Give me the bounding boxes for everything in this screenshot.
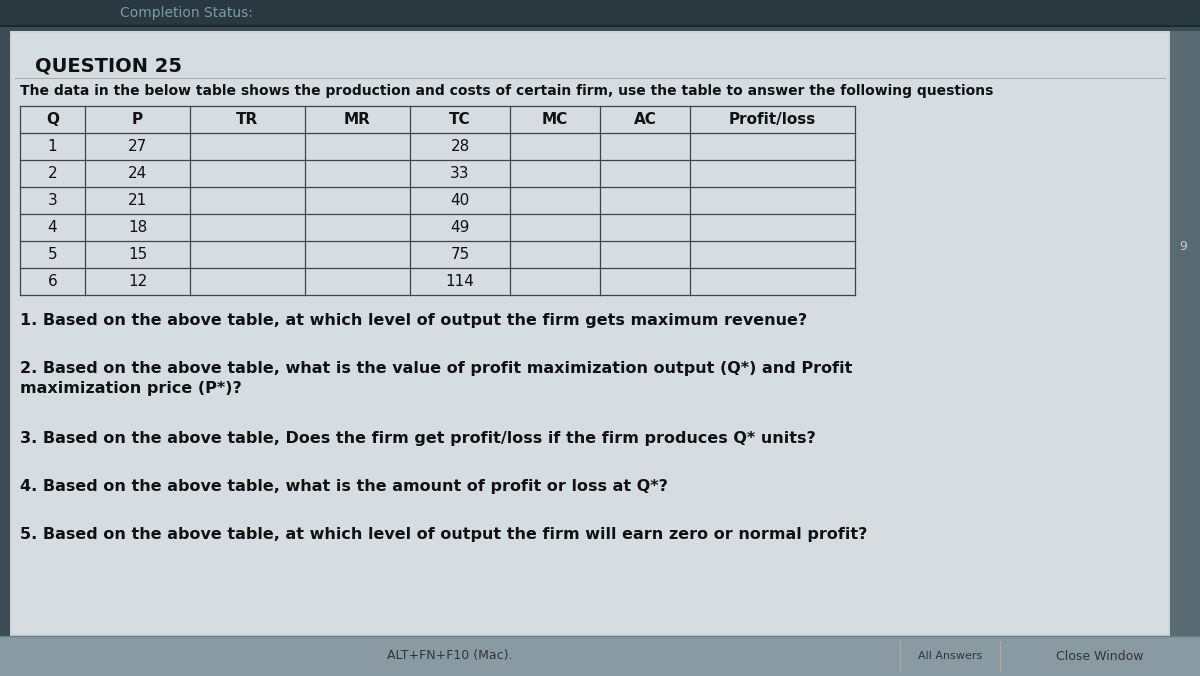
Text: MR: MR <box>344 112 371 127</box>
Text: 4: 4 <box>48 220 58 235</box>
Bar <box>0 636 1200 676</box>
Bar <box>12 33 1168 634</box>
Text: maximization price (P*)?: maximization price (P*)? <box>20 381 241 396</box>
Text: 33: 33 <box>450 166 469 181</box>
Text: ALT+FN+F10 (Mac).: ALT+FN+F10 (Mac). <box>388 650 512 662</box>
Text: Close Window: Close Window <box>1056 650 1144 662</box>
Text: 24: 24 <box>128 166 148 181</box>
Text: P: P <box>132 112 143 127</box>
Text: 18: 18 <box>128 220 148 235</box>
Text: 15: 15 <box>128 247 148 262</box>
Text: 3. Based on the above table, Does the firm get profit/loss if the firm produces : 3. Based on the above table, Does the fi… <box>20 431 816 446</box>
Text: Q: Q <box>46 112 59 127</box>
Bar <box>1170 31 1200 636</box>
Text: MC: MC <box>542 112 568 127</box>
Text: 1: 1 <box>48 139 58 154</box>
Text: 40: 40 <box>450 193 469 208</box>
Text: All Answers: All Answers <box>918 651 982 661</box>
Text: TR: TR <box>236 112 259 127</box>
Text: Completion Status:: Completion Status: <box>120 6 253 20</box>
Text: 3: 3 <box>48 193 58 208</box>
Text: 5. Based on the above table, at which level of output the firm will earn zero or: 5. Based on the above table, at which le… <box>20 527 868 542</box>
Text: 2: 2 <box>48 166 58 181</box>
Text: 6: 6 <box>48 274 58 289</box>
Bar <box>10 31 1170 636</box>
Text: AC: AC <box>634 112 656 127</box>
Text: 75: 75 <box>450 247 469 262</box>
Text: TC: TC <box>449 112 470 127</box>
Text: 49: 49 <box>450 220 469 235</box>
Text: 27: 27 <box>128 139 148 154</box>
Text: 9: 9 <box>1180 239 1187 253</box>
Text: QUESTION 25: QUESTION 25 <box>35 57 182 76</box>
Text: The data in the below table shows the production and costs of certain firm, use : The data in the below table shows the pr… <box>20 84 994 98</box>
Bar <box>0 0 1200 26</box>
Text: 5: 5 <box>48 247 58 262</box>
Text: 114: 114 <box>445 274 474 289</box>
Text: Profit/loss: Profit/loss <box>728 112 816 127</box>
Text: 2. Based on the above table, what is the value of profit maximization output (Q*: 2. Based on the above table, what is the… <box>20 361 852 376</box>
Text: 28: 28 <box>450 139 469 154</box>
Text: 12: 12 <box>128 274 148 289</box>
Text: 21: 21 <box>128 193 148 208</box>
Text: 1. Based on the above table, at which level of output the firm gets maximum reve: 1. Based on the above table, at which le… <box>20 313 808 328</box>
Text: 4. Based on the above table, what is the amount of profit or loss at Q*?: 4. Based on the above table, what is the… <box>20 479 668 494</box>
